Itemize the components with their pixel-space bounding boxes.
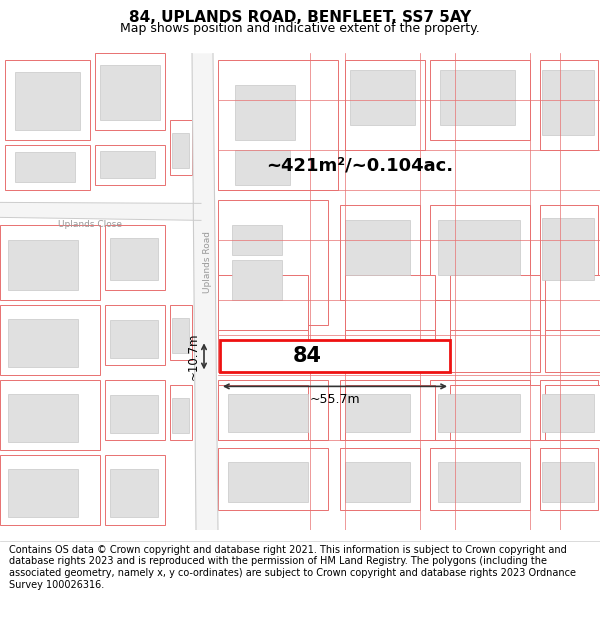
Bar — [440, 71, 515, 126]
Bar — [438, 221, 520, 276]
Bar — [218, 448, 328, 511]
Bar — [220, 341, 450, 372]
Bar — [170, 386, 192, 441]
Text: ~55.7m: ~55.7m — [310, 393, 361, 406]
Bar — [545, 276, 600, 331]
Bar — [0, 306, 100, 376]
Bar — [110, 469, 158, 518]
Text: Uplands Road: Uplands Road — [203, 231, 212, 293]
Text: Map shows position and indicative extent of the property.: Map shows position and indicative extent… — [120, 22, 480, 35]
Bar — [105, 306, 165, 366]
Bar — [345, 221, 410, 276]
Bar — [232, 261, 282, 301]
Bar — [218, 61, 338, 191]
Bar — [540, 381, 598, 441]
Bar — [105, 456, 165, 526]
Bar — [218, 201, 328, 326]
Bar — [340, 448, 420, 511]
Bar — [232, 226, 282, 256]
Bar — [542, 394, 594, 432]
Bar — [15, 152, 75, 182]
Bar — [540, 206, 598, 301]
Bar — [450, 318, 540, 372]
Bar — [540, 448, 598, 511]
Bar — [8, 394, 78, 442]
Bar — [340, 206, 420, 301]
Bar — [542, 71, 594, 136]
Bar — [542, 462, 594, 503]
Polygon shape — [0, 202, 201, 221]
Bar — [542, 218, 594, 281]
Bar — [8, 469, 78, 518]
Bar — [8, 241, 78, 291]
Bar — [235, 151, 290, 186]
Bar — [218, 276, 308, 331]
Bar — [345, 462, 410, 503]
Bar — [430, 206, 530, 301]
Bar — [105, 226, 165, 291]
Text: ~421m²/~0.104ac.: ~421m²/~0.104ac. — [266, 156, 454, 174]
Bar — [0, 456, 100, 526]
Bar — [100, 66, 160, 121]
Bar — [345, 276, 435, 331]
Bar — [450, 386, 540, 441]
Bar — [0, 226, 100, 301]
Bar — [172, 133, 189, 168]
Bar — [345, 318, 435, 372]
Bar — [545, 386, 600, 441]
Text: 84: 84 — [293, 346, 322, 366]
Bar — [170, 121, 192, 176]
Bar — [100, 151, 155, 178]
Bar — [110, 321, 158, 358]
Bar — [218, 318, 308, 372]
Bar — [95, 146, 165, 186]
Text: ~10.7m: ~10.7m — [187, 332, 200, 380]
Bar — [172, 398, 189, 433]
Bar — [228, 462, 308, 503]
Bar — [218, 381, 328, 441]
Bar — [218, 386, 308, 441]
Bar — [345, 61, 425, 151]
Bar — [438, 394, 520, 432]
Bar — [0, 381, 100, 451]
Bar — [228, 394, 308, 432]
Bar — [438, 462, 520, 503]
Bar — [545, 318, 600, 372]
Text: Contains OS data © Crown copyright and database right 2021. This information is : Contains OS data © Crown copyright and d… — [9, 545, 576, 589]
Bar — [95, 53, 165, 131]
Text: Uplands Close: Uplands Close — [58, 220, 122, 229]
Bar — [170, 306, 192, 361]
Bar — [105, 381, 165, 441]
Bar — [350, 71, 415, 126]
Bar — [5, 146, 90, 191]
Bar — [340, 381, 420, 441]
Bar — [540, 61, 598, 151]
Bar — [235, 86, 295, 141]
Bar — [430, 448, 530, 511]
Bar — [430, 381, 530, 441]
Bar — [110, 396, 158, 433]
Bar — [5, 61, 90, 141]
Bar — [172, 318, 189, 353]
Bar — [345, 394, 410, 432]
Bar — [8, 319, 78, 368]
Bar — [15, 72, 80, 131]
Text: 84, UPLANDS ROAD, BENFLEET, SS7 5AY: 84, UPLANDS ROAD, BENFLEET, SS7 5AY — [129, 10, 471, 25]
Bar — [345, 386, 435, 441]
Bar — [430, 61, 530, 141]
Polygon shape — [192, 53, 218, 531]
Bar — [110, 238, 158, 281]
Bar — [450, 276, 540, 331]
